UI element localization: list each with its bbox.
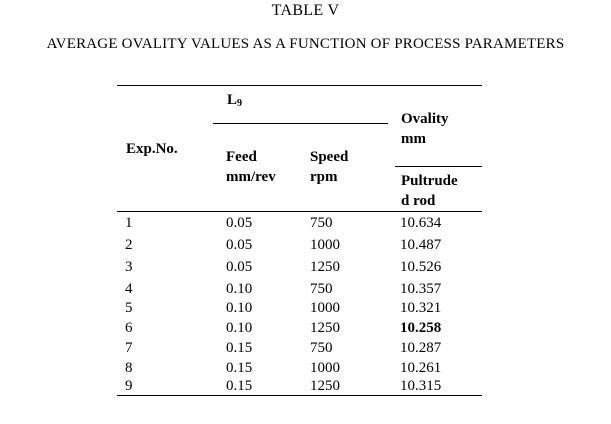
header-pultruded-rod: Pultrude d rod: [401, 173, 458, 209]
cell-feed: 0.05: [226, 215, 253, 231]
cell-speed: 1250: [310, 320, 340, 336]
cell-ovality: 10.357: [400, 281, 442, 297]
cell-speed: 1250: [310, 378, 340, 394]
cell-speed: 1000: [310, 360, 340, 376]
table-row: 5 0.10 1000 10.321: [0, 298, 611, 318]
header-bottom-rule: [117, 211, 482, 212]
cell-feed: 0.15: [226, 340, 253, 356]
cell-feed: 0.10: [226, 281, 253, 297]
cell-ovality: 10.487: [400, 237, 442, 253]
table-top-rule: [117, 85, 482, 86]
table-row: 8 0.15 1000 10.261: [0, 358, 611, 378]
cell-exp: 7: [125, 340, 133, 356]
table-row: 6 0.10 1250 10.258: [0, 318, 611, 338]
cell-feed: 0.10: [226, 320, 253, 336]
cell-exp: 6: [125, 320, 133, 336]
cell-exp: 3: [125, 259, 133, 275]
table-row: 9 0.15 1250 10.315: [0, 376, 611, 396]
cell-exp: 8: [125, 360, 133, 376]
cell-speed: 750: [310, 340, 333, 356]
header-speed: Speed rpm: [310, 149, 349, 185]
table-title: TABLE V: [271, 2, 340, 19]
cell-ovality: 10.261: [400, 360, 442, 376]
group-rule-ovality: [395, 166, 482, 167]
cell-speed: 1000: [310, 237, 340, 253]
cell-ovality: 10.526: [400, 259, 442, 275]
cell-ovality-minimum: 10.258: [400, 320, 442, 336]
cell-feed: 0.10: [226, 300, 253, 316]
cell-ovality: 10.321: [400, 300, 442, 316]
header-group-l9: L9: [227, 92, 243, 109]
header-exp-no: Exp.No.: [126, 141, 178, 157]
table-row: 4 0.10 750 10.357: [0, 279, 611, 299]
table-row: 7 0.15 750 10.287: [0, 338, 611, 358]
table-row: 2 0.05 1000 10.487: [0, 235, 611, 255]
cell-feed: 0.05: [226, 237, 253, 253]
cell-speed: 750: [310, 215, 333, 231]
cell-ovality: 10.315: [400, 378, 442, 394]
table-row: 1 0.05 750 10.634: [0, 213, 611, 233]
cell-feed: 0.15: [226, 378, 253, 394]
cell-speed: 1000: [310, 300, 340, 316]
cell-feed: 0.15: [226, 360, 253, 376]
cell-exp: 2: [125, 237, 133, 253]
cell-speed: 1250: [310, 259, 340, 275]
cell-ovality: 10.634: [400, 215, 442, 231]
cell-ovality: 10.287: [400, 340, 442, 356]
group-rule-l9: [213, 123, 388, 124]
table-row: 3 0.05 1250 10.526: [0, 257, 611, 277]
cell-exp: 4: [125, 281, 133, 297]
header-ovality: Ovality mm: [401, 111, 449, 147]
table-bottom-rule: [117, 395, 482, 396]
cell-exp: 5: [125, 300, 133, 316]
table-subtitle: AVERAGE OVALITY VALUES AS A FUNCTION OF …: [46, 36, 565, 52]
cell-feed: 0.05: [226, 259, 253, 275]
cell-speed: 750: [310, 281, 333, 297]
header-feed: Feed mm/rev: [226, 149, 276, 185]
cell-exp: 1: [125, 215, 133, 231]
cell-exp: 9: [125, 378, 133, 394]
